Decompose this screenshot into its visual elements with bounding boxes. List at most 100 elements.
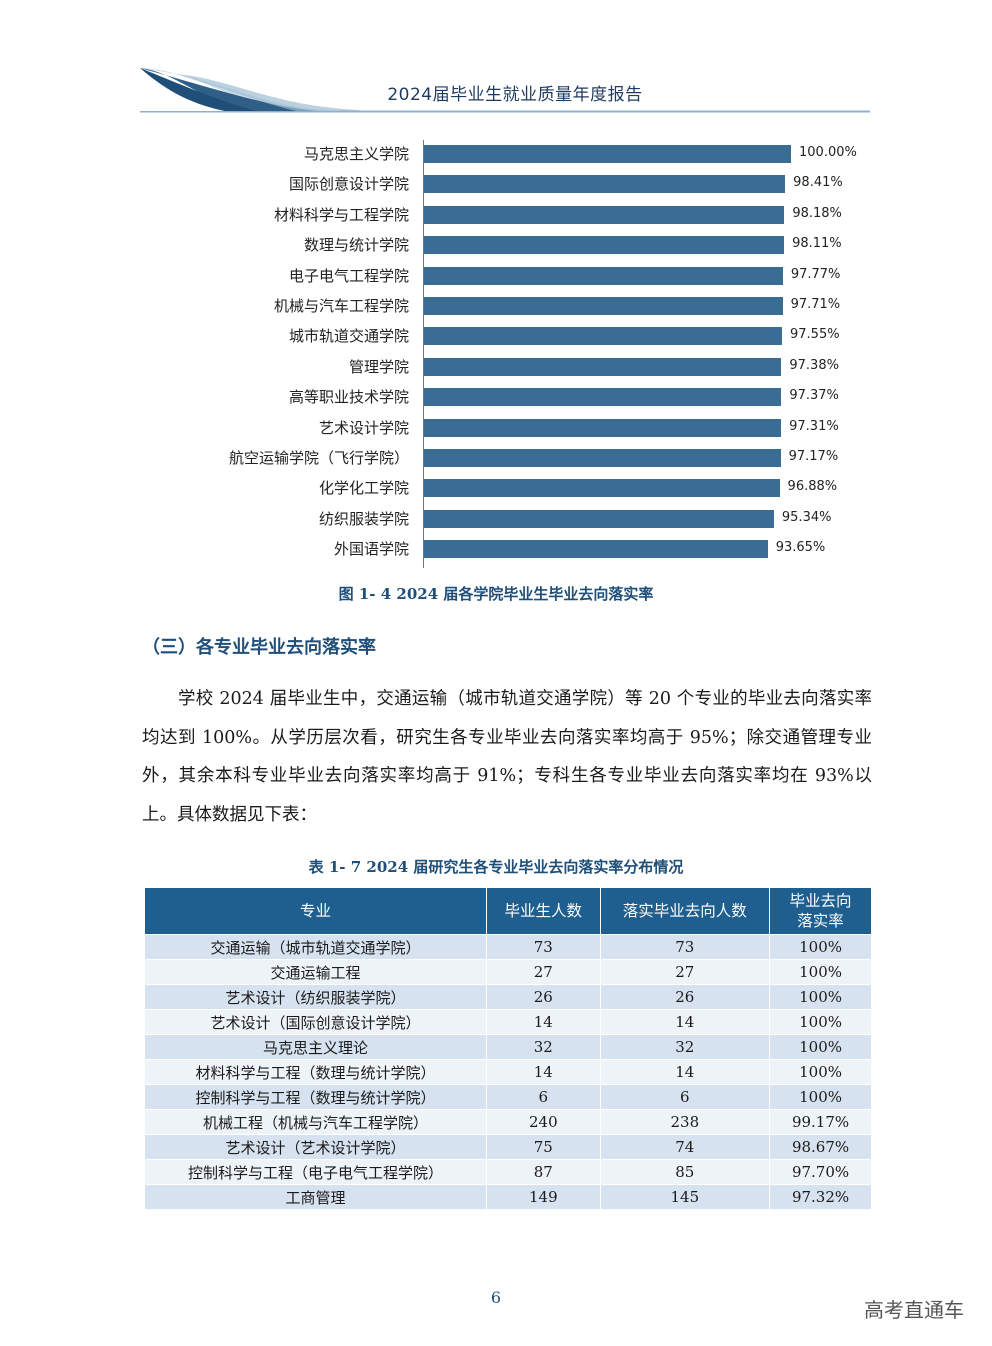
cell-graduates: 75: [486, 1134, 601, 1160]
bar: [424, 418, 782, 437]
bar: [424, 297, 783, 315]
cell-major: 交通运输（城市轨道交通学院）: [143, 934, 488, 960]
chart-row: 纺织服装学院 95.34%: [0, 503, 992, 533]
chart-row: 材料科学与工程学院 98.18%: [0, 199, 992, 229]
cell-major: 马克思主义理论: [143, 1034, 488, 1060]
cell-placed: 73: [599, 934, 771, 960]
chart-row: 城市轨道交通学院 97.55%: [0, 320, 992, 350]
bar-value-label: 98.18%: [792, 205, 842, 221]
bar-value-label: 97.17%: [788, 449, 839, 464]
header-wave-decoration: [140, 68, 870, 113]
bar-category-label: 电子电气工程学院: [288, 266, 409, 285]
cell-graduates: 149: [486, 1184, 601, 1210]
cell-placed: 6: [599, 1084, 771, 1110]
cell-placed: 14: [599, 1009, 771, 1035]
bar-category-label: 数理与统计学院: [303, 236, 409, 255]
bar-category-label: 纺织服装学院: [318, 509, 409, 528]
bar: [424, 205, 785, 224]
cell-major: 艺术设计（艺术设计学院）: [143, 1134, 488, 1160]
chart-row: 化学化工学院 96.88%: [0, 472, 992, 502]
bar-category-label: 国际创意设计学院: [288, 175, 409, 194]
bar: [424, 540, 768, 559]
bar: [424, 327, 782, 346]
table-row: 机械工程（机械与汽车工程学院） 240 238 99.17%: [143, 1109, 872, 1135]
bar-category-label: 外国语学院: [333, 540, 409, 559]
page-header: 2024届毕业生就业质量年度报告: [0, 0, 992, 130]
cell-rate: 97.70%: [769, 1159, 872, 1185]
chart-row: 电子电气工程学院 97.77%: [0, 260, 992, 290]
cell-graduates: 73: [486, 934, 601, 960]
cell-major: 控制科学与工程（电子电气工程学院）: [143, 1159, 488, 1185]
chart-row: 艺术设计学院 97.31%: [0, 412, 992, 442]
cell-rate: 100%: [769, 1034, 872, 1060]
chart-row: 航空运输学院（飞行学院） 97.17%: [0, 442, 992, 472]
table-row: 材料科学与工程（数理与统计学院） 14 14 100%: [143, 1059, 872, 1085]
header-rate-text: 毕业去向落实率: [789, 892, 852, 930]
cell-graduates: 32: [486, 1034, 601, 1060]
bar-value-label: 97.77%: [790, 266, 841, 282]
bar: [424, 266, 783, 285]
bar-category-label: 机械与汽车工程学院: [273, 297, 409, 315]
cell-placed: 145: [599, 1184, 771, 1210]
header-graduates: 毕业生人数: [486, 887, 601, 935]
major-rate-table: 专业 毕业生人数 落实毕业去向人数 毕业去向落实率 交通运输（城市轨道交通学院）…: [143, 887, 872, 1210]
cell-graduates: 6: [486, 1084, 601, 1110]
cell-graduates: 14: [486, 1059, 601, 1085]
bar-value-label: 93.65%: [775, 540, 826, 556]
bar: [424, 357, 782, 376]
bar: [424, 509, 774, 528]
table-row: 马克思主义理论 32 32 100%: [143, 1034, 872, 1060]
chart-row: 管理学院 97.38%: [0, 351, 992, 381]
table-row: 交通运输工程 27 27 100%: [143, 959, 872, 985]
table-row: 艺术设计（艺术设计学院） 75 74 98.67%: [143, 1134, 872, 1160]
cell-placed: 85: [599, 1159, 771, 1185]
chart-row: 国际创意设计学院 98.41%: [0, 168, 992, 198]
header-rate: 毕业去向落实率: [769, 887, 872, 935]
cell-major: 艺术设计（纺织服装学院）: [143, 984, 488, 1010]
header-major: 专业: [143, 887, 488, 935]
chart-row: 马克思主义学院 100.00%: [0, 138, 992, 168]
cell-rate: 100%: [769, 959, 872, 985]
bar: [424, 479, 780, 498]
bar-value-label: 95.34%: [781, 509, 832, 525]
chart-row: 高等职业技术学院 97.37%: [0, 381, 992, 411]
table-row: 艺术设计（纺织服装学院） 26 26 100%: [143, 984, 872, 1010]
table-caption: 表 1- 7 2024 届研究生各专业毕业去向落实率分布情况: [308, 858, 684, 876]
table-row: 交通运输（城市轨道交通学院） 73 73 100%: [143, 934, 872, 960]
cell-major: 控制科学与工程（数理与统计学院）: [143, 1084, 488, 1110]
watermark-text: 高考直通车: [864, 1298, 964, 1322]
chart-row: 外国语学院 93.65%: [0, 533, 992, 563]
bar-category-label: 马克思主义学院: [303, 145, 409, 163]
bar: [424, 449, 781, 467]
cell-rate: 100%: [769, 934, 872, 960]
bar-value-label: 97.37%: [789, 388, 839, 404]
cell-graduates: 27: [486, 959, 601, 985]
bar-value-label: 97.71%: [790, 297, 841, 312]
bar-value-label: 97.55%: [790, 327, 840, 343]
cell-major: 艺术设计（国际创意设计学院）: [143, 1009, 488, 1035]
chart-row: 机械与汽车工程学院 97.71%: [0, 290, 992, 320]
cell-rate: 100%: [769, 1059, 872, 1085]
cell-placed: 26: [599, 984, 771, 1010]
cell-placed: 238: [599, 1109, 771, 1135]
bar-value-label: 96.88%: [787, 479, 838, 495]
cell-placed: 32: [599, 1034, 771, 1060]
bar-value-label: 100.00%: [799, 145, 857, 160]
bar-value-label: 97.38%: [789, 357, 839, 373]
bar-value-label: 98.11%: [792, 236, 842, 252]
table-row: 控制科学与工程（电子电气工程学院） 87 85 97.70%: [143, 1159, 872, 1185]
cell-graduates: 14: [486, 1009, 601, 1035]
cell-graduates: 87: [486, 1159, 601, 1185]
bar-category-label: 高等职业技术学院: [288, 388, 409, 407]
table-row: 控制科学与工程（数理与统计学院） 6 6 100%: [143, 1084, 872, 1110]
cell-placed: 14: [599, 1059, 771, 1085]
cell-rate: 100%: [769, 1084, 872, 1110]
cell-rate: 99.17%: [769, 1109, 872, 1135]
cell-rate: 98.67%: [769, 1134, 872, 1160]
cell-rate: 100%: [769, 984, 872, 1010]
cell-placed: 27: [599, 959, 771, 985]
chart-row: 数理与统计学院 98.11%: [0, 229, 992, 259]
header-title: 2024届毕业生就业质量年度报告: [387, 85, 643, 105]
bar: [424, 175, 786, 194]
cell-major: 工商管理: [143, 1184, 488, 1210]
